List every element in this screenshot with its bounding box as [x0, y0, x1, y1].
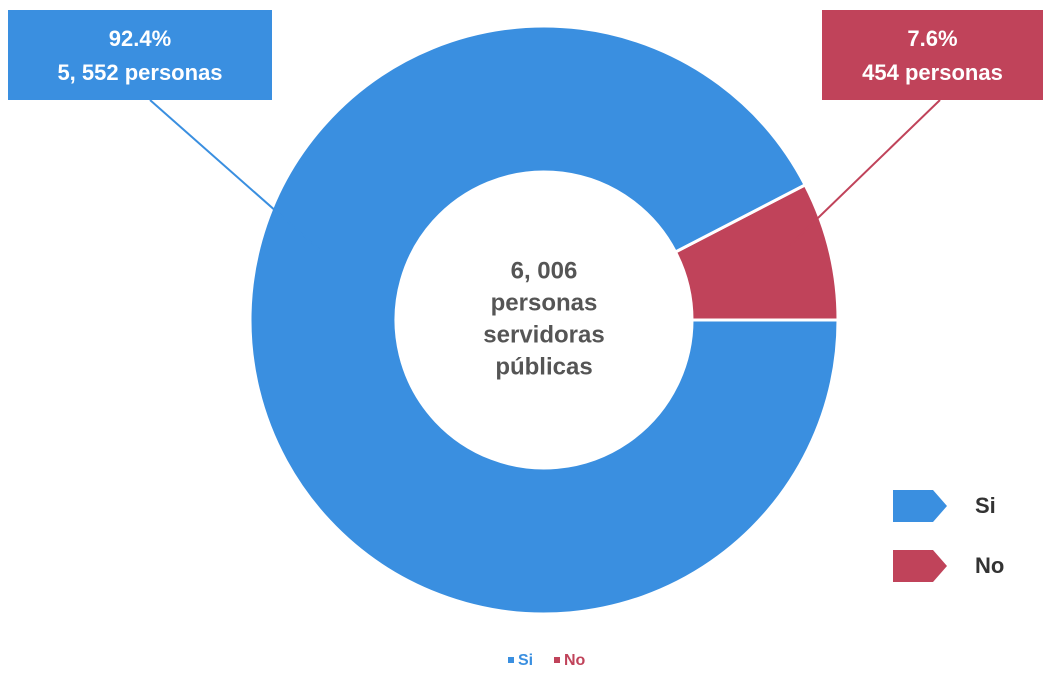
legend-marker [893, 550, 947, 582]
legend-marker [508, 657, 514, 663]
legend-label: No [564, 652, 586, 669]
legend-label: Si [975, 493, 996, 518]
center-text: públicas [495, 353, 592, 380]
center-text: servidoras [483, 321, 604, 348]
donut-slice [248, 24, 840, 616]
percent-label: 7.6% [907, 26, 957, 51]
legend-label: No [975, 553, 1004, 578]
legend-marker [554, 657, 560, 663]
label-box [822, 10, 1043, 100]
percent-label: 92.4% [109, 26, 171, 51]
leader-line [789, 99, 941, 246]
legend-label: Si [518, 652, 533, 669]
leader-line [149, 99, 321, 251]
label-box [8, 10, 272, 100]
count-label: 5, 552 personas [57, 60, 222, 85]
center-text: personas [491, 289, 598, 316]
count-label: 454 personas [862, 60, 1003, 85]
legend-marker [893, 490, 947, 522]
center-text: 6, 006 [511, 257, 578, 284]
